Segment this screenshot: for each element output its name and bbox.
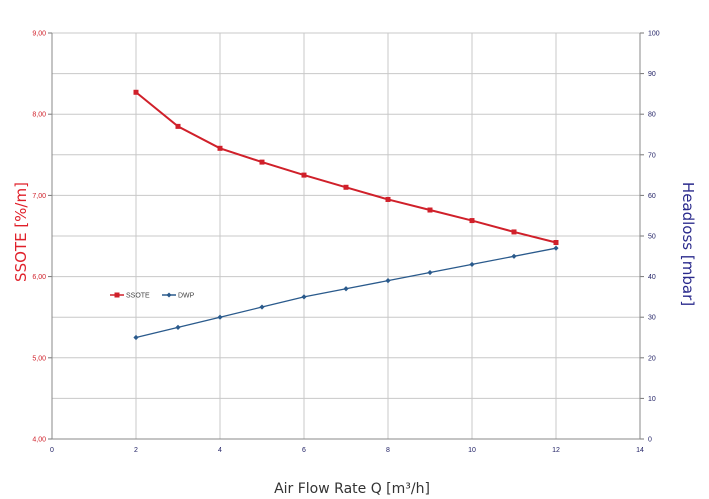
data-point-ssote [259, 159, 265, 165]
data-point-ssote [385, 196, 391, 202]
y-right-tick-label: 30 [648, 315, 656, 322]
data-point-dwp [217, 314, 223, 320]
x-tick-label: 6 [302, 447, 306, 454]
x-tick-label: 14 [636, 447, 644, 454]
series [133, 89, 559, 341]
y-left-tick-label: 5,00 [32, 355, 46, 362]
y-right-tick-label: 20 [648, 355, 656, 362]
data-point-ssote [511, 229, 517, 235]
legend-marker-ssote [114, 292, 120, 298]
y-left-tick-label: 4,00 [32, 437, 46, 444]
y-right-tick-label: 40 [648, 274, 656, 281]
data-point-dwp [343, 286, 349, 292]
y-axis-right-title: Headloss [mbar] [679, 182, 697, 306]
data-point-dwp [133, 334, 139, 341]
x-axis-title: Air Flow Rate Q [m³/h] [274, 481, 430, 497]
x-tick-label: 2 [134, 447, 138, 454]
legend-label-dwp: DWP [178, 293, 195, 300]
data-point-ssote [469, 218, 475, 224]
series-line-ssote [135, 91, 557, 244]
y-right-tick-label: 50 [648, 234, 656, 241]
data-point-dwp [427, 269, 433, 276]
y-left-tick-label: 7,00 [32, 193, 46, 200]
data-point-ssote [553, 239, 559, 245]
data-point-ssote [217, 145, 223, 151]
x-tick-label: 8 [386, 447, 390, 454]
x-tick-label: 12 [552, 447, 560, 454]
data-point-dwp [385, 278, 391, 284]
y-left-tick-label: 9,00 [32, 31, 46, 38]
data-point-ssote [427, 207, 433, 213]
y-right-tick-label: 10 [648, 396, 656, 403]
y-right-tick-label: 0 [648, 437, 652, 444]
data-point-ssote [175, 123, 181, 129]
y-right-tick-label: 80 [648, 112, 656, 119]
x-tick-label: 0 [50, 447, 54, 454]
data-point-ssote [301, 172, 307, 178]
y-right-tick-label: 100 [648, 31, 660, 38]
y-right-tick-label: 60 [648, 193, 656, 200]
legend-label-ssote: SSOTE [126, 293, 150, 300]
y-right-tick-label: 90 [648, 71, 656, 78]
x-tick-label: 10 [468, 447, 476, 454]
y-left-tick-label: 8,00 [32, 112, 46, 119]
x-tick-label: 4 [218, 447, 222, 454]
y-axis-left-title: SSOTE [%/m] [12, 182, 30, 282]
data-point-ssote [343, 184, 349, 190]
legend: SSOTE DWP [110, 292, 195, 300]
data-point-dwp [175, 324, 181, 330]
data-point-dwp [259, 304, 265, 310]
y-left-tick-label: 6,00 [32, 274, 46, 281]
data-point-dwp [553, 245, 559, 251]
data-point-dwp [469, 261, 475, 268]
data-point-dwp [511, 253, 517, 259]
data-point-ssote [133, 89, 139, 95]
legend-marker-dwp [166, 292, 172, 298]
series-line-dwp [135, 247, 557, 339]
data-point-dwp [301, 294, 307, 300]
grid [48, 32, 644, 440]
tick-labels: 0 2 4 6 8 10 12 14 0 10 20 30 40 50 60 70 80 90 100 4,00 5,0… [32, 31, 659, 455]
y-right-tick-label: 70 [648, 152, 656, 159]
